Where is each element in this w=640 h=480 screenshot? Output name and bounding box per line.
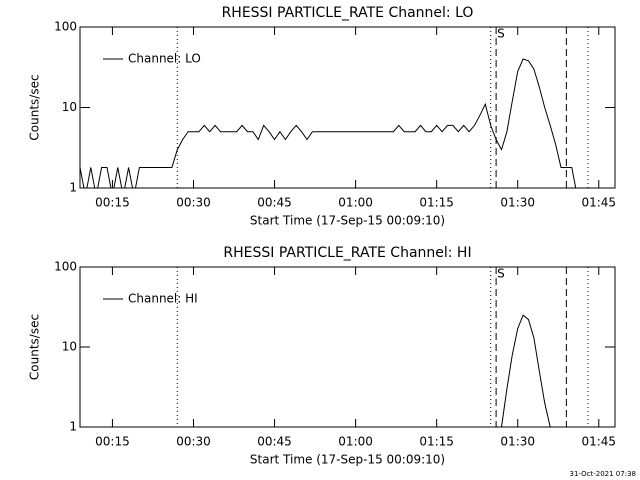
chart-title: RHESSI PARTICLE_RATE Channel: HI bbox=[223, 245, 471, 261]
x-tick-label: 01:30 bbox=[500, 196, 535, 210]
x-tick-label: 00:15 bbox=[95, 196, 130, 210]
x-tick-label: 01:00 bbox=[338, 435, 373, 449]
legend-label: Channel: LO bbox=[128, 52, 201, 66]
footer: 31-Oct-2021 07:38 bbox=[570, 470, 636, 478]
annotation: S bbox=[497, 27, 505, 41]
y-tick-label: 1 bbox=[69, 420, 77, 434]
x-tick-label: 00:30 bbox=[176, 196, 211, 210]
data-line bbox=[80, 58, 577, 188]
y-tick-label: 100 bbox=[54, 20, 77, 34]
chart-title: RHESSI PARTICLE_RATE Channel: LO bbox=[222, 5, 474, 21]
x-tick-label: 00:15 bbox=[95, 435, 130, 449]
x-tick-label: 01:15 bbox=[419, 196, 454, 210]
x-axis-label: Start Time (17-Sep-15 00:09:10) bbox=[250, 453, 445, 467]
x-tick-label: 01:45 bbox=[581, 435, 616, 449]
y-tick-label: 1 bbox=[69, 181, 77, 195]
annotation: S bbox=[497, 267, 505, 281]
y-axis-label: Counts/sec bbox=[28, 314, 42, 380]
x-tick-label: 01:30 bbox=[500, 435, 535, 449]
x-tick-label: 01:15 bbox=[419, 435, 454, 449]
x-tick-label: 00:45 bbox=[257, 196, 292, 210]
x-axis-label: Start Time (17-Sep-15 00:09:10) bbox=[250, 214, 445, 228]
y-axis-label: Counts/sec bbox=[28, 74, 42, 140]
y-tick-label: 10 bbox=[62, 100, 77, 114]
x-tick-label: 00:30 bbox=[176, 435, 211, 449]
x-tick-label: 00:45 bbox=[257, 435, 292, 449]
legend-label: Channel: HI bbox=[128, 292, 198, 306]
data-line bbox=[501, 314, 551, 427]
y-tick-label: 100 bbox=[54, 260, 77, 274]
x-tick-label: 01:45 bbox=[581, 196, 616, 210]
x-tick-label: 01:00 bbox=[338, 196, 373, 210]
y-tick-label: 10 bbox=[62, 340, 77, 354]
